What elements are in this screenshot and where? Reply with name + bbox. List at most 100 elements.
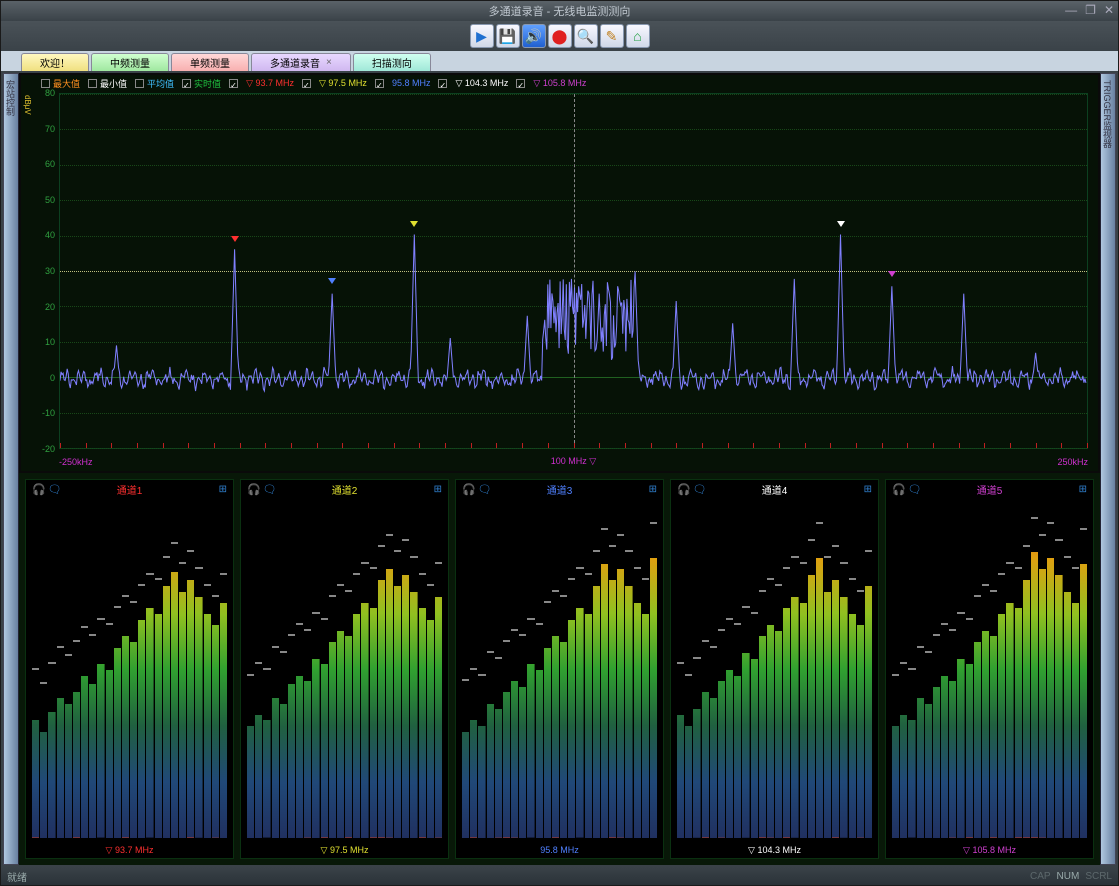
bar: [783, 502, 790, 838]
tab-4[interactable]: 扫描测向: [353, 53, 431, 71]
bar: [288, 502, 295, 838]
edit-button[interactable]: ✎: [600, 24, 624, 48]
status-scrl: SCRL: [1085, 871, 1112, 882]
legend-item[interactable]: 平均值: [135, 77, 174, 90]
bar: [908, 502, 915, 838]
bar: [560, 502, 567, 838]
checkbox-icon[interactable]: [516, 79, 525, 88]
bar: [650, 502, 657, 838]
channel-bars: [241, 498, 448, 842]
bar: [1015, 502, 1022, 838]
left-dock[interactable]: 宏站控制: [3, 73, 19, 865]
bar: [832, 502, 839, 838]
record-button[interactable]: ⬤: [548, 24, 572, 48]
window-title: 多通道录音 - 无线电监测测向: [489, 3, 631, 19]
checkbox-icon[interactable]: [229, 79, 238, 88]
peak-marker-icon[interactable]: [837, 221, 845, 227]
tab-2[interactable]: 单频测量: [171, 53, 249, 71]
bar: [1023, 502, 1030, 838]
peak-marker-icon[interactable]: [410, 221, 418, 227]
peak-marker-icon[interactable]: [888, 271, 896, 277]
checkbox-icon[interactable]: [88, 79, 97, 88]
bar: [857, 502, 864, 838]
bar: [65, 502, 72, 838]
speaker-icon[interactable]: 🗨: [693, 483, 707, 496]
speaker-icon[interactable]: 🗨: [478, 483, 492, 496]
channel-freq: 95.8 MHz: [456, 842, 663, 858]
grid-icon[interactable]: ⊞: [864, 484, 872, 495]
bar: [1064, 502, 1071, 838]
bar: [304, 502, 311, 838]
bar: [1031, 502, 1038, 838]
main-area: 宏站控制 最大值最小值平均值实时值▽ 93.7 MHz▽ 97.5 MHz95.…: [1, 71, 1118, 867]
bar: [1072, 502, 1079, 838]
titlebar: 多通道录音 - 无线电监测测向 — ❐ ✕: [1, 1, 1118, 21]
peak-marker-icon[interactable]: [328, 278, 336, 284]
tab-0[interactable]: 欢迎！: [21, 53, 89, 71]
speaker-icon[interactable]: 🗨: [908, 483, 922, 496]
channel-name: 通道5: [977, 482, 1003, 497]
y-tick: 70: [45, 124, 55, 134]
save-button[interactable]: 💾: [496, 24, 520, 48]
tab-3[interactable]: 多通道录音×: [251, 53, 351, 71]
bar: [503, 502, 510, 838]
y-tick: 80: [45, 88, 55, 98]
checkbox-icon[interactable]: [135, 79, 144, 88]
bar: [775, 502, 782, 838]
checkbox-icon[interactable]: [438, 79, 447, 88]
content-area: 最大值最小值平均值实时值▽ 93.7 MHz▽ 97.5 MHz95.8 MHz…: [19, 73, 1100, 865]
y-tick: 50: [45, 195, 55, 205]
bar: [1047, 502, 1054, 838]
bar: [824, 502, 831, 838]
bar: [353, 502, 360, 838]
right-dock[interactable]: TRIGGER监视器: [1100, 73, 1116, 865]
channel-panel-4: 🎧🗨通道4⊞▽ 104.3 MHz: [670, 479, 879, 859]
close-button[interactable]: ✕: [1104, 3, 1114, 17]
bar: [966, 502, 973, 838]
spectrum-plot[interactable]: [59, 93, 1088, 449]
bar: [378, 502, 385, 838]
minimize-button[interactable]: —: [1065, 3, 1077, 17]
bar: [89, 502, 96, 838]
headphone-icon[interactable]: 🎧: [462, 483, 476, 496]
channel-bars: [671, 498, 878, 842]
grid-icon[interactable]: ⊞: [219, 484, 227, 495]
search-button[interactable]: 🔍: [574, 24, 598, 48]
bar: [990, 502, 997, 838]
grid-icon[interactable]: ⊞: [434, 484, 442, 495]
bar: [601, 502, 608, 838]
channel-freq: ▽ 93.7 MHz: [26, 842, 233, 858]
channel-header: 🎧🗨通道1⊞: [26, 480, 233, 498]
x-label-left: -250kHz: [59, 457, 93, 467]
bar: [585, 502, 592, 838]
headphone-icon[interactable]: 🎧: [892, 483, 906, 496]
tab-close-icon[interactable]: ×: [326, 57, 332, 68]
legend-item[interactable]: 实时值: [182, 77, 221, 90]
audio-button[interactable]: 🔊: [522, 24, 546, 48]
speaker-icon[interactable]: 🗨: [48, 483, 62, 496]
grid-icon[interactable]: ⊞: [1079, 484, 1087, 495]
home-button[interactable]: ⌂: [626, 24, 650, 48]
bar: [280, 502, 287, 838]
checkbox-icon[interactable]: [375, 79, 384, 88]
checkbox-icon[interactable]: [302, 79, 311, 88]
bar: [685, 502, 692, 838]
headphone-icon[interactable]: 🎧: [677, 483, 691, 496]
headphone-icon[interactable]: 🎧: [32, 483, 46, 496]
legend-item[interactable]: 最小值: [88, 77, 127, 90]
restore-button[interactable]: ❐: [1085, 3, 1096, 17]
peak-marker-icon[interactable]: [231, 236, 239, 242]
channel-header: 🎧🗨 通道5 ⊞: [886, 480, 1093, 498]
bar: [957, 502, 964, 838]
play-button[interactable]: ▶: [470, 24, 494, 48]
bar: [702, 502, 709, 838]
bar: [212, 502, 219, 838]
headphone-icon[interactable]: 🎧: [247, 483, 261, 496]
checkbox-icon[interactable]: [182, 79, 191, 88]
grid-icon[interactable]: ⊞: [649, 484, 657, 495]
app-window: 多通道录音 - 无线电监测测向 — ❐ ✕ ▶ 💾 🔊 ⬤ 🔍 ✎ ⌂ 欢迎！中…: [0, 0, 1119, 886]
checkbox-icon[interactable]: [41, 79, 50, 88]
speaker-icon[interactable]: 🗨: [263, 483, 277, 496]
tab-1[interactable]: 中频测量: [91, 53, 169, 71]
bar: [527, 502, 534, 838]
